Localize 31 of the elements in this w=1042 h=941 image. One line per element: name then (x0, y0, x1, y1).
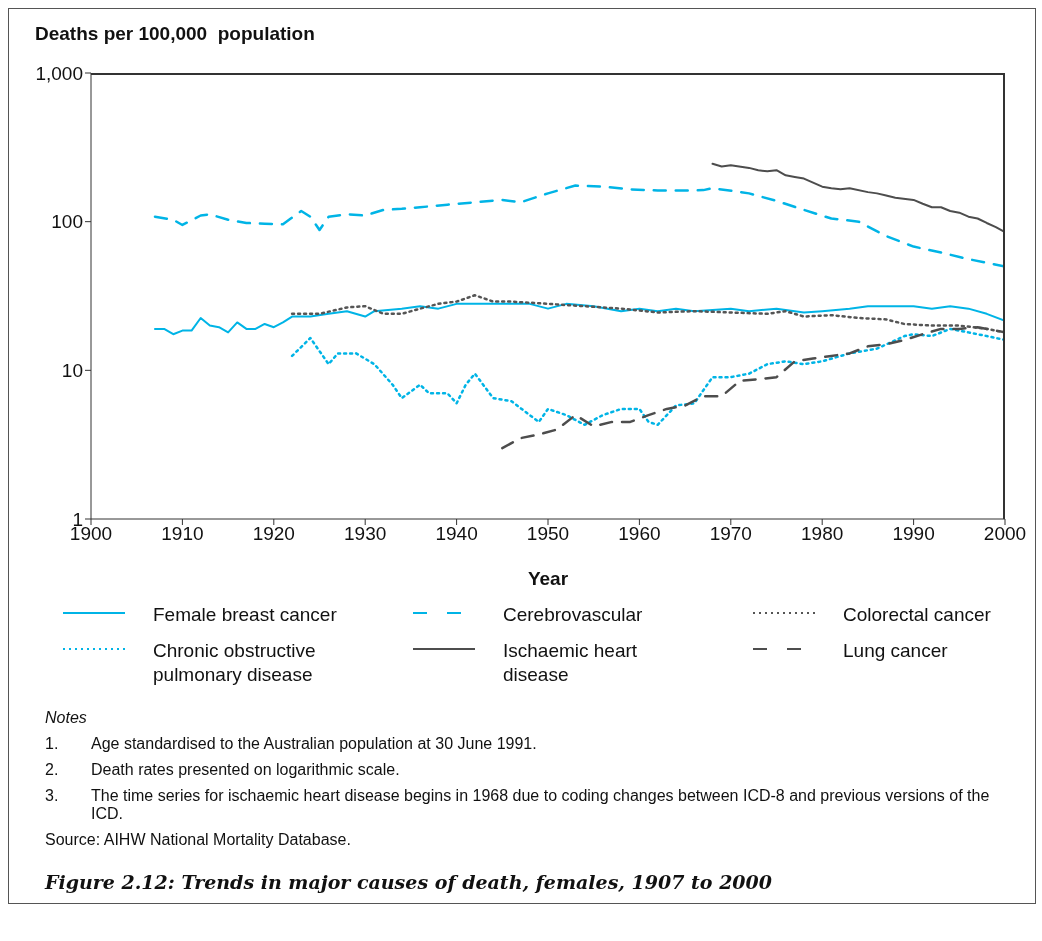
x-tick-label: 1940 (435, 523, 478, 545)
text: 2. Death rates presented on logarithmic scale. (45, 761, 400, 778)
line-series (153, 302, 1005, 336)
source-note: Source: AIHW National Mortality Database. (45, 831, 352, 849)
x-tick-label: 1980 (801, 523, 844, 545)
x-tick-label: 1920 (252, 523, 295, 545)
legend-label: Ischaemic heart disease (503, 639, 639, 687)
x-axis-title: Year (527, 568, 569, 589)
text: 1. Age standardised to the Australian population at 30 June 1991. (45, 735, 537, 752)
text: 3. The time series for ischaemic heart disease begins in 1968 due to coding changes between ICD-8 and previous versions of the ICD. (45, 787, 990, 822)
text: Figure 2.12: Trends in major causes of death, females, 1907 to 2000 (45, 871, 774, 893)
y-tick-label: 10 (61, 360, 83, 382)
legend-label: Colorectal cancer (843, 603, 992, 627)
x-tick-label: 1970 (709, 523, 752, 545)
y-axis-title: Deaths per 100,000 population (35, 23, 315, 45)
line-series (153, 184, 1005, 268)
x-tick-label: 1960 (618, 523, 661, 545)
x-tick-label: 1930 (344, 523, 387, 545)
legend-label: Cerebrovascular (503, 603, 644, 627)
legend-label: Female breast cancer (153, 603, 338, 627)
y-tick-label: 1,000 (35, 62, 83, 84)
legend-label: Chronic obstructive pulmonary disease (153, 639, 317, 687)
text: Notes (45, 709, 88, 727)
legend-label: Lung cancer (843, 639, 949, 663)
y-tick-label: 100 (51, 211, 83, 233)
x-tick-label: 1950 (526, 523, 570, 545)
x-tick-label: 2000 (983, 523, 1027, 545)
line-series (711, 162, 1005, 234)
x-tick-label: 1990 (892, 523, 935, 545)
line-series (290, 327, 1005, 427)
x-tick-label: 1910 (161, 523, 204, 545)
